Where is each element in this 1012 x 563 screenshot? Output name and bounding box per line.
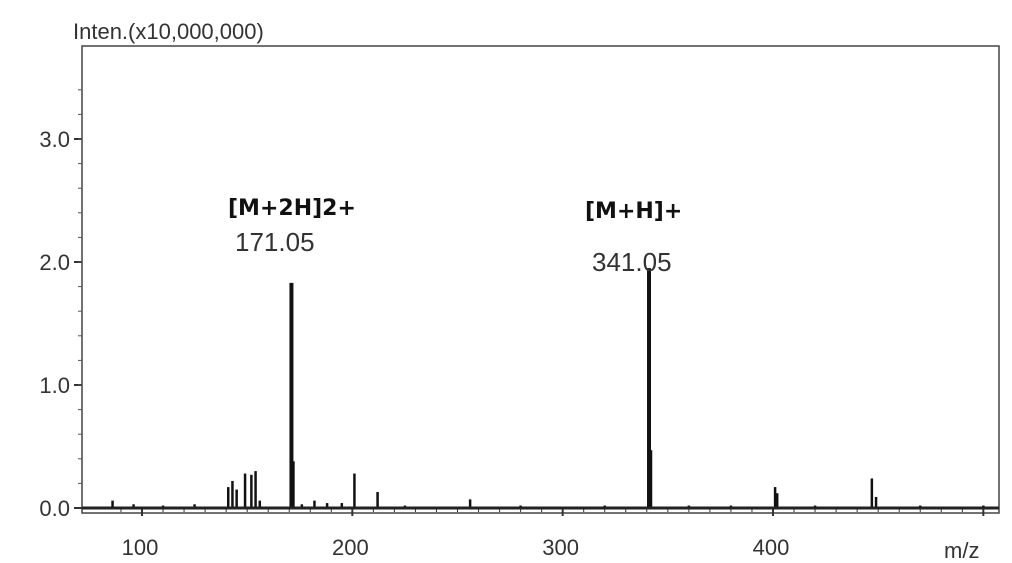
y-axis: 0.0 1.0 2.0 3.0 [39,89,82,521]
x-axis: 100 200 300 400 [120,508,985,560]
x-axis-title: m/z [944,538,979,563]
x-tick-label: 300 [542,535,579,560]
peak-ion-label-2: [M+H]+ [585,199,682,224]
y-tick-label: 2.0 [39,250,70,275]
peak-mz-label-1: 171.05 [235,227,315,257]
x-tick-label: 200 [332,535,369,560]
peak-ion-label-1: [M+2H]2+ [228,196,356,221]
x-tick-label: 400 [753,535,790,560]
peak-mz-label-2: 341.05 [592,247,672,277]
y-tick-label: 3.0 [39,127,70,152]
plot-frame [81,45,1000,514]
y-tick-label: 0.0 [39,496,70,521]
x-tick-label: 100 [122,535,159,560]
y-tick-label: 1.0 [39,373,70,398]
y-axis-title: Inten.(x10,000,000) [73,19,264,44]
spectrum-peaks [111,268,985,508]
